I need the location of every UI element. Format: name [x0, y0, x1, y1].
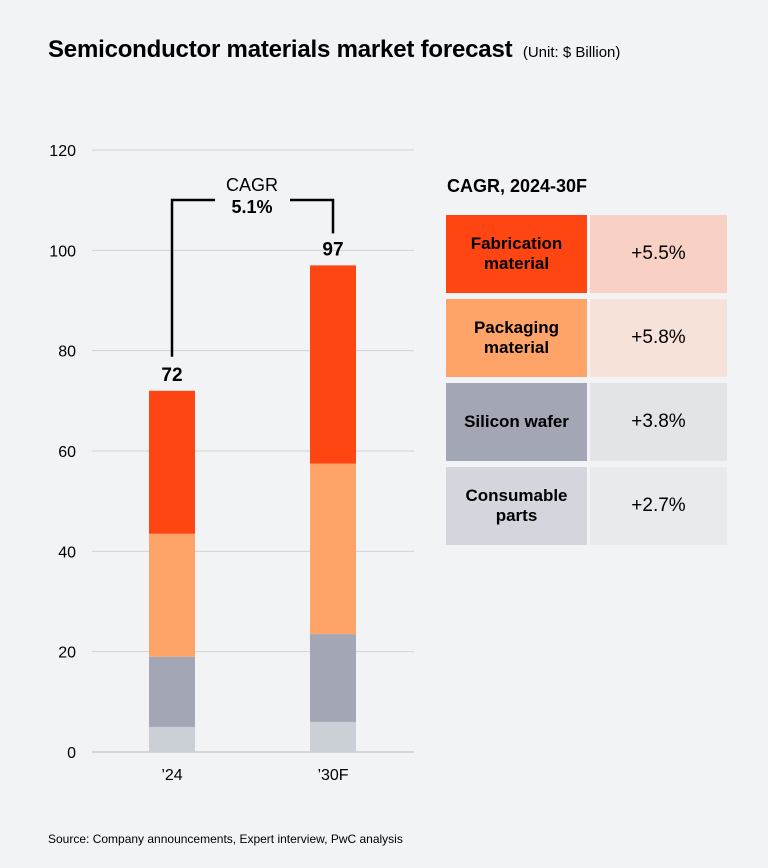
bar-segment	[310, 721, 356, 752]
legend-name: Packaging material	[446, 299, 587, 377]
legend-name: Consumable parts	[446, 467, 587, 545]
legend-value: +3.8%	[590, 383, 727, 461]
legend-row-fabrication: Fabrication material +5.5%	[446, 215, 727, 293]
cagr-bracket-left	[170, 198, 215, 357]
legend-title: CAGR, 2024-30F	[447, 176, 588, 196]
bar-segment	[310, 265, 356, 464]
x-tick-label: ’24	[161, 767, 182, 784]
y-tick-label: 60	[58, 444, 76, 461]
title-row: Semiconductor materials market forecast …	[48, 36, 620, 64]
legend-value: +5.8%	[590, 299, 727, 377]
bar-segment	[149, 533, 195, 657]
page-title: Semiconductor materials market forecast	[48, 36, 513, 63]
y-tick-label: 80	[58, 344, 76, 361]
legend-name: Silicon wafer	[446, 383, 587, 461]
total-label: 72	[161, 365, 182, 386]
cagr-bracket-right	[290, 198, 335, 234]
legend-value: +5.5%	[590, 215, 727, 293]
source-note: Source: Company announcements, Expert in…	[48, 832, 403, 846]
cagr-legend: Fabrication material +5.5% Packaging mat…	[446, 215, 727, 551]
legend-name: Fabrication material	[446, 215, 587, 293]
legend-row-silicon: Silicon wafer +3.8%	[446, 383, 727, 461]
unit-label: (Unit: $ Billion)	[522, 44, 621, 61]
bar-segment	[310, 634, 356, 722]
bar-segment	[149, 656, 195, 727]
total-label: 97	[322, 239, 343, 260]
y-tick-label: 100	[49, 243, 76, 260]
y-tick-label: 0	[67, 745, 76, 762]
y-tick-label: 20	[58, 645, 76, 662]
x-tick-label: ’30F	[317, 767, 348, 784]
cagr-label: CAGR	[226, 175, 278, 195]
y-tick-label: 120	[49, 143, 76, 160]
bar-segment	[149, 726, 195, 752]
legend-row-consumable: Consumable parts +2.7%	[446, 467, 727, 545]
bar-segment	[310, 463, 356, 635]
legend-row-packaging: Packaging material +5.8%	[446, 299, 727, 377]
y-tick-label: 40	[58, 544, 76, 561]
bar-segment	[149, 390, 195, 534]
legend-value: +2.7%	[590, 467, 727, 545]
cagr-value: 5.1%	[231, 197, 272, 217]
